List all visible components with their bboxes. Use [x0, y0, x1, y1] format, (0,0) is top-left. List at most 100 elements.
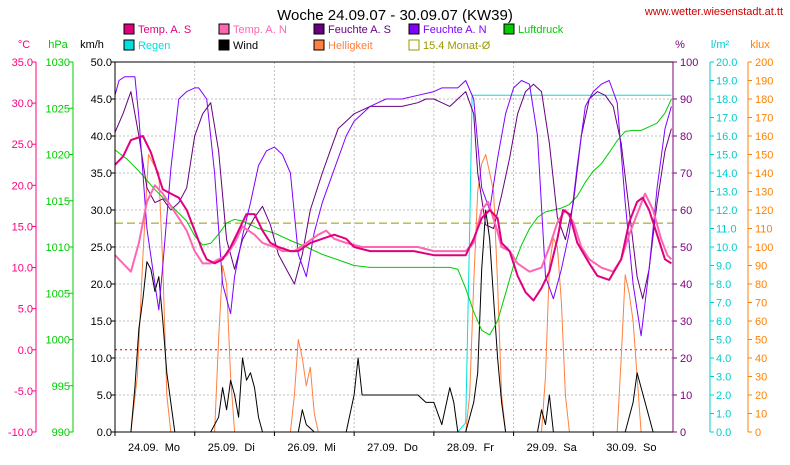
axis-tick-label-pressure: 1005 — [46, 288, 70, 300]
axis-tick-label-humidity: 50 — [680, 242, 692, 254]
legend-label: Regen — [138, 40, 170, 52]
axis-tick-label-light: 130 — [755, 187, 773, 199]
axis-tick-label-humidity: 90 — [680, 94, 692, 106]
axis-tick-label-rain: 6.0 — [716, 316, 731, 328]
axis-tick-label-humidity: 80 — [680, 131, 692, 143]
legend-swatch — [408, 23, 420, 35]
legend-swatch — [123, 23, 135, 35]
legend-swatch — [313, 23, 325, 35]
axis-unit-light: klux — [750, 39, 770, 51]
axis-tick-label-rain: 5.0 — [716, 335, 731, 347]
axis-tick-label-light: 150 — [755, 150, 773, 162]
legend-swatch — [503, 23, 515, 35]
axis-tick-label-pressure: 995 — [52, 381, 70, 393]
axis-tick-label-temp: 20.0 — [12, 180, 33, 192]
axis-tick-label-wind: 30.0 — [91, 205, 112, 217]
legend-label: Luftdruck — [518, 24, 564, 36]
axis-tick-label-wind: 0.0 — [97, 427, 112, 439]
axis-tick-label-humidity: 70 — [680, 168, 692, 180]
x-axis-ticks: 24.09. Mo 25.09. Di 26.09. Mi 27.09. Do 28.0… — [114, 432, 656, 454]
axis-tick-label-humidity: 10 — [680, 390, 692, 402]
axis-tick-label-light: 30 — [755, 372, 767, 384]
legend-label: Temp. A. N — [233, 24, 287, 36]
axis-tick-label-humidity: 40 — [680, 279, 692, 291]
axis-tick-label-pressure: 1000 — [46, 335, 70, 347]
series-line-temp-a-n — [114, 184, 673, 273]
axis-tick-label-rain: 20.0 — [716, 57, 737, 69]
x-tick-label: 26.09. Mi — [287, 442, 335, 454]
axis-tick-label-pressure: 990 — [52, 427, 70, 439]
axis-unit-pressure: hPa — [48, 39, 68, 51]
legend-swatch — [408, 39, 420, 51]
axis-tick-label-light: 70 — [755, 298, 767, 310]
axis-tick-label-humidity: 30 — [680, 316, 692, 328]
axis-tick-label-light: 190 — [755, 76, 773, 88]
series-line-feuchte-a-s — [114, 83, 672, 300]
axis-tick-label-rain: 12.0 — [716, 205, 737, 217]
axis-tick-label-rain: 7.0 — [716, 298, 731, 310]
axis-tick-label-light: 90 — [755, 261, 767, 273]
axis-tick-label-rain: 11.0 — [716, 224, 737, 236]
reference-lines — [115, 222, 673, 351]
x-tick-label: 30.09. So — [606, 442, 656, 454]
axis-tick-label-light: 80 — [755, 279, 767, 291]
series-line-temp-a-s — [114, 135, 672, 302]
axis-tick-label-humidity: 20 — [680, 353, 692, 365]
axis-unit-humidity: % — [675, 39, 685, 51]
legend-label: Helligkeit — [328, 40, 373, 52]
axis-tick-label-rain: 17.0 — [716, 113, 737, 125]
series-line-luftdruck — [114, 98, 672, 336]
axis-tick-label-light: 200 — [755, 57, 773, 69]
axes: 35.0 30.0 25.0 20.0 15.0 10.0 5.0 0.0 -5.0 -10.0 °… — [8, 39, 773, 439]
axis-tick-label-rain: 19.0 — [716, 76, 737, 88]
axis-tick-label-wind: 20.0 — [91, 279, 112, 291]
axis-tick-label-light: 180 — [755, 94, 773, 106]
series-line-wind — [115, 209, 672, 433]
chart-title: Woche 24.09.07 - 30.09.07 (KW39) — [277, 7, 513, 24]
axis-tick-label-rain: 10.0 — [716, 242, 737, 254]
axis-tick-label-rain: 15.0 — [716, 150, 737, 162]
series-group — [114, 76, 673, 433]
axis-tick-label-wind: 10.0 — [91, 353, 112, 365]
x-tick-label: 28.09. Fr — [447, 442, 494, 454]
legend: Temp. A. S Temp. A. N Feuchte A. S Feuchte … — [123, 23, 564, 52]
axis-tick-label-wind: 15.0 — [91, 316, 112, 328]
x-tick-label: 29.09. Sa — [527, 442, 578, 454]
legend-label: Feuchte A. N — [423, 24, 487, 36]
axis-tick-label-light: 140 — [755, 168, 773, 180]
axis-tick-label-temp: -5.0 — [14, 386, 33, 398]
axis-tick-label-temp: 10.0 — [12, 263, 33, 275]
axis-tick-label-rain: 0.0 — [716, 427, 731, 439]
series-line-helligkeit — [115, 154, 672, 433]
legend-swatch — [218, 39, 230, 51]
axis-tick-label-rain: 4.0 — [716, 353, 731, 365]
axis-tick-label-temp: 30.0 — [12, 98, 33, 110]
axis-tick-label-temp: 15.0 — [12, 221, 33, 233]
legend-label: Temp. A. S — [138, 24, 191, 36]
axis-tick-label-rain: 16.0 — [716, 131, 737, 143]
axis-tick-label-rain: 14.0 — [716, 168, 737, 180]
axis-unit-rain: l/m² — [711, 39, 730, 51]
axis-tick-label-light: 0 — [755, 427, 761, 439]
legend-swatch — [218, 23, 230, 35]
axis-tick-label-temp: 5.0 — [18, 304, 33, 316]
source-label: www.wetter.wiesenstadt.at.tt — [644, 6, 783, 18]
axis-tick-label-light: 40 — [755, 353, 767, 365]
axis-tick-label-light: 120 — [755, 205, 773, 217]
axis-tick-label-light: 110 — [755, 224, 773, 236]
axis-tick-label-temp: 0.0 — [18, 345, 33, 357]
axis-tick-label-light: 160 — [755, 131, 773, 143]
axis-tick-label-wind: 45.0 — [91, 94, 112, 106]
legend-label: 15.4 Monat-Ø — [423, 40, 491, 52]
x-tick-label: 27.09. Do — [367, 442, 418, 454]
axis-tick-label-pressure: 1030 — [46, 57, 70, 69]
axis-tick-label-light: 60 — [755, 316, 767, 328]
axis-tick-label-temp: 35.0 — [12, 57, 33, 69]
axis-tick-label-rain: 8.0 — [716, 279, 731, 291]
axis-tick-label-light: 170 — [755, 113, 773, 125]
axis-tick-label-rain: 18.0 — [716, 94, 737, 106]
legend-label: Wind — [233, 40, 258, 52]
axis-tick-label-rain: 9.0 — [716, 261, 731, 273]
axis-tick-label-pressure: 1010 — [46, 242, 70, 254]
